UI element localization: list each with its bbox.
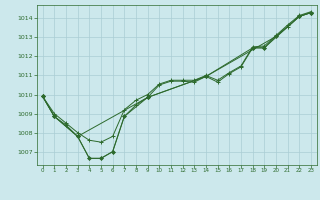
Text: Graphe pression niveau de la mer (hPa): Graphe pression niveau de la mer (hPa) bbox=[72, 187, 248, 196]
